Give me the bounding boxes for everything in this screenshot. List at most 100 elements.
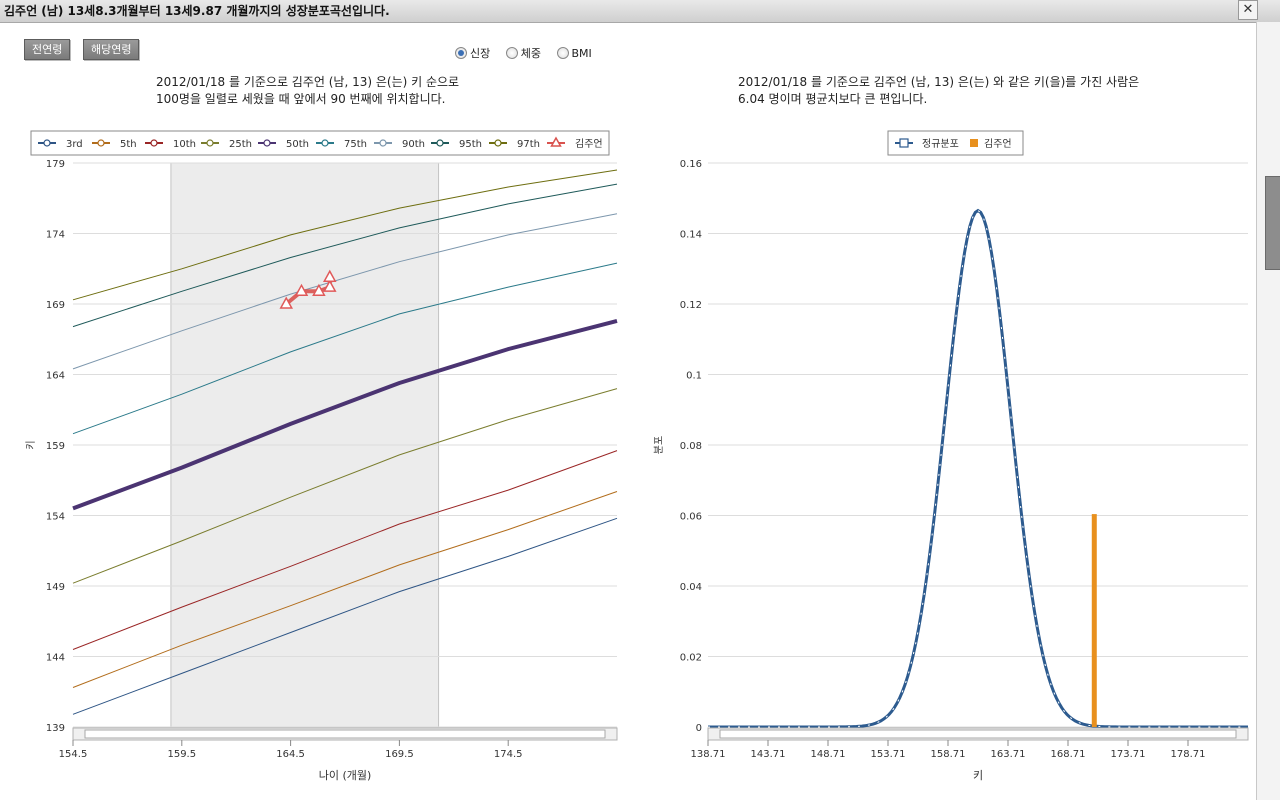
y-tick-label: 164 — [46, 371, 65, 382]
radio-bmi[interactable]: BMI — [556, 47, 592, 60]
y-tick-label: 0.12 — [680, 300, 702, 311]
x-tick-label: 163.71 — [991, 749, 1026, 760]
x-tick-label: 158.71 — [931, 749, 966, 760]
child-point — [322, 279, 337, 292]
right-caption: 2012/01/18 를 기준으로 김주언 (남, 13) 은(는) 와 같은 … — [738, 74, 1139, 108]
series-line-8 — [72, 169, 618, 301]
radio-height-label: 신장 — [470, 47, 491, 60]
y-tick-label: 159 — [46, 441, 65, 452]
legend-swatch-marker — [206, 139, 214, 147]
legend-swatch-marker — [263, 139, 271, 147]
x-tick-label: 168.71 — [1051, 749, 1086, 760]
left-caption-line1: 2012/01/18 를 기준으로 김주언 (남, 13) 은(는) 키 순으로 — [156, 75, 460, 89]
legend-swatch-marker — [321, 139, 329, 147]
legend-swatch-bar — [970, 139, 978, 147]
radio-weight[interactable]: 체중 — [505, 45, 541, 61]
series-line-5 — [72, 262, 618, 435]
x-tick-label: 178.71 — [1171, 749, 1206, 760]
legend-label: 75th — [344, 139, 367, 150]
series-line-0 — [72, 517, 618, 715]
legend-swatch-marker — [150, 139, 158, 147]
legend-label: 50th — [286, 139, 309, 150]
legend-swatch-marker — [436, 139, 444, 147]
radio-weight-label: 체중 — [520, 47, 541, 60]
y-tick-label: 149 — [46, 582, 65, 593]
series-line-7 — [72, 183, 618, 328]
legend-label: 90th — [402, 139, 425, 150]
legend-label: 25th — [229, 139, 252, 150]
distribution-chart: 0 0.02 0.04 0.06 0.08 0.1 0.12 0.14 0.16 정규분포 김주언 1… — [653, 130, 1249, 782]
series-line-1 — [72, 491, 618, 688]
close-button[interactable]: ✕ — [1238, 0, 1258, 20]
window-title: 김주언 (남) 13세8.3개월부터 13세9.87 개월까지의 성장분포곡선입… — [4, 4, 390, 18]
legend-label: 3rd — [66, 139, 83, 150]
legend-label: 5th — [120, 139, 137, 150]
child-point — [294, 283, 309, 297]
y-tick-label: 154 — [46, 512, 65, 523]
child-point — [279, 296, 294, 309]
legend-swatch-marker — [550, 136, 562, 147]
right-caption-line1: 2012/01/18 를 기준으로 김주언 (남, 13) 은(는) 와 같은 … — [738, 75, 1140, 89]
x-tick-label: 143.71 — [751, 749, 786, 760]
y-tick-label: 0.14 — [680, 230, 702, 241]
legend-label: 김주언 — [575, 138, 603, 150]
x-tick-label: 173.71 — [1111, 749, 1146, 760]
y-tick-label: 0.16 — [680, 159, 702, 170]
x-tick-label: 164.5 — [276, 749, 305, 760]
y-tick-label: 0 — [696, 723, 702, 734]
side-tab[interactable] — [1265, 176, 1280, 270]
y-tick-label: 0.06 — [680, 512, 702, 523]
left-caption-line2: 100명을 일렬로 세웠을 때 앞에서 90 번째에 위치합니다. — [156, 92, 446, 106]
y-tick-label: 139 — [46, 723, 65, 734]
metric-selector: 신장 체중 BMI — [455, 45, 604, 61]
x-tick-label: 169.5 — [385, 749, 414, 760]
series-line-4 — [72, 318, 618, 511]
y-tick-label: 144 — [46, 653, 65, 664]
y-axis-title: 키 — [25, 440, 37, 449]
all-ages-button[interactable]: 전연령 — [24, 39, 71, 60]
radio-bmi-dot[interactable] — [556, 47, 569, 59]
right-caption-line2: 6.04 명이며 평균치보다 큰 편입니다. — [738, 92, 928, 106]
x-tick-label: 174.5 — [494, 749, 523, 760]
child-point — [312, 283, 326, 297]
legend-label: 10th — [173, 139, 196, 150]
y-tick-label: 174 — [46, 230, 65, 241]
legend-label: 97th — [517, 139, 540, 150]
y-tick-label: 0.04 — [680, 582, 702, 593]
radio-bmi-label: BMI — [571, 47, 592, 60]
series-line-6 — [72, 213, 618, 370]
y-tick-label: 169 — [46, 300, 65, 311]
legend-swatch-marker — [43, 139, 51, 147]
title-bar: 김주언 (남) 13세8.3개월부터 13세9.87 개월까지의 성장분포곡선입… — [0, 0, 1280, 23]
y-tick-label: 0.02 — [680, 653, 702, 664]
scrollbar-thumb — [84, 729, 606, 739]
legend-label: 95th — [459, 139, 482, 150]
scrollbar-thumb — [719, 729, 1237, 739]
x-tick-label: 138.71 — [691, 749, 726, 760]
y-tick-label: 0.1 — [686, 371, 702, 382]
child-bar — [1091, 514, 1097, 727]
x-axis-title: 나이 (개월) — [319, 769, 372, 782]
x-tick-label: 148.71 — [811, 749, 846, 760]
x-tick-label: 154.5 — [59, 749, 88, 760]
this-age-button[interactable]: 해당연령 — [83, 39, 140, 60]
left-caption: 2012/01/18 를 기준으로 김주언 (남, 13) 은(는) 키 순으로… — [156, 74, 459, 108]
legend-swatch-marker — [97, 139, 105, 147]
x-tick-label: 159.5 — [167, 749, 196, 760]
radio-weight-dot[interactable] — [505, 47, 518, 59]
distribution-curve-dots — [708, 209, 1248, 728]
series-line-2 — [72, 450, 618, 650]
y-axis-title: 분포 — [653, 436, 665, 454]
radio-height[interactable]: 신장 — [455, 45, 490, 61]
side-panel — [1256, 22, 1280, 800]
legend-swatch-marker — [494, 139, 502, 147]
radio-height-dot[interactable] — [455, 47, 467, 59]
x-axis-title: 키 — [973, 769, 983, 782]
y-tick-label: 179 — [46, 159, 65, 170]
legend-label: 정규분포 — [922, 138, 959, 150]
legend-label: 김주언 — [984, 138, 1012, 150]
distribution-curve — [708, 208, 1248, 729]
legend-swatch-marker — [899, 138, 909, 148]
legend-swatch-marker — [379, 139, 387, 147]
